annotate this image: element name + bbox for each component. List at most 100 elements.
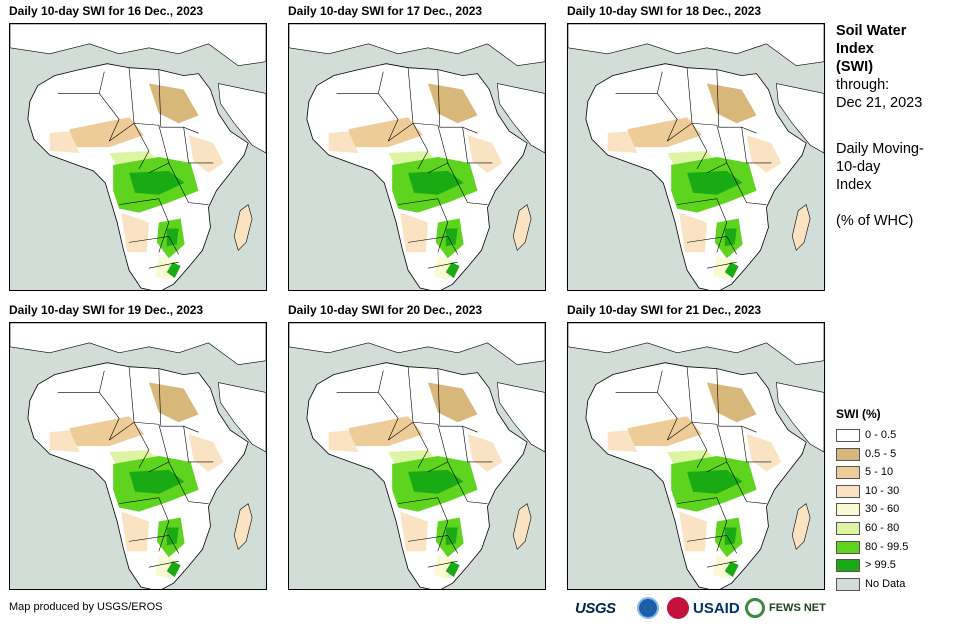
map-panel-18-dec: Daily 10-day SWI for 18 Dec., 2023	[567, 4, 825, 294]
swi-region	[348, 117, 423, 148]
swi-region	[154, 256, 177, 281]
legend-label: > 99.5	[865, 559, 896, 572]
swi-region	[188, 434, 224, 472]
swi-region	[607, 131, 638, 154]
europe-landmass	[568, 24, 824, 66]
through-label: through:	[836, 77, 890, 93]
legend-label: 5 - 10	[865, 466, 894, 479]
country-border	[716, 69, 757, 134]
swi-region	[627, 117, 702, 148]
fews-net-logo: FEWS NET	[769, 602, 826, 614]
swi-region	[724, 262, 739, 279]
fews-globe-icon	[745, 598, 765, 618]
country-border	[336, 392, 399, 441]
info-title-line1: Soil Water	[836, 23, 907, 39]
unit-label: (% of WHC)	[836, 213, 914, 229]
swi-region	[408, 170, 464, 195]
usgs-logo: USGS	[575, 599, 616, 617]
country-border	[378, 370, 384, 393]
legend-swatch	[836, 577, 860, 591]
country-border	[408, 236, 458, 255]
country-border	[667, 421, 708, 469]
country-border	[378, 71, 384, 94]
legend-swatch	[836, 540, 860, 554]
country-border	[158, 69, 199, 134]
swi-region	[166, 228, 179, 247]
swi-region	[348, 416, 423, 447]
country-border	[667, 122, 708, 170]
country-border	[462, 426, 493, 463]
credit-text: Map produced by USGS/EROS	[9, 601, 163, 613]
logo-strip: USGS USAID FEWS NET	[575, 596, 835, 620]
arabia-landmass	[497, 83, 545, 154]
swi-region	[445, 262, 460, 279]
legend-swatch	[836, 447, 860, 461]
country-border	[168, 461, 209, 504]
legend-label: 0 - 0.5	[865, 429, 897, 441]
arabia-landmass	[776, 382, 824, 453]
swi-region	[121, 511, 149, 552]
country-border	[657, 71, 663, 94]
noaa-logo-icon	[637, 597, 659, 619]
country-border	[109, 122, 150, 170]
legend-label: 30 - 60	[865, 503, 900, 516]
country-border	[388, 122, 429, 170]
swi-region	[467, 135, 503, 173]
country-border	[148, 261, 179, 269]
swi-region	[166, 262, 181, 279]
swi-region	[121, 212, 149, 253]
map-panel-17-dec: Daily 10-day SWI for 17 Dec., 2023	[288, 4, 546, 294]
panel-title: Daily 10-day SWI for 16 Dec., 2023	[9, 4, 204, 18]
swi-region	[49, 131, 80, 154]
europe-landmass	[289, 323, 545, 365]
legend-label: 10 - 30	[865, 484, 900, 497]
country-border	[388, 421, 429, 469]
swi-region	[746, 135, 782, 173]
legend-label: 0.5 - 5	[865, 447, 897, 460]
swi-region	[679, 511, 707, 552]
country-border	[687, 535, 737, 554]
panel-title: Daily 10-day SWI for 20 Dec., 2023	[288, 303, 483, 317]
map-svg	[568, 24, 824, 290]
swi-region	[706, 83, 757, 124]
swi-region	[724, 527, 737, 546]
country-border	[706, 261, 737, 269]
swi-region	[746, 434, 782, 472]
legend-swatch	[836, 429, 860, 442]
swi-region	[445, 561, 460, 578]
swi-map	[288, 23, 546, 291]
usaid-logo: USAID	[693, 599, 740, 617]
country-border	[437, 69, 478, 134]
europe-landmass	[289, 24, 545, 66]
country-border	[726, 461, 767, 504]
legend-swatch	[836, 503, 860, 517]
arabia-landmass	[218, 382, 266, 453]
legend-swatch	[836, 466, 860, 480]
country-border	[615, 93, 678, 142]
country-border	[109, 421, 150, 469]
swi-region	[148, 83, 199, 124]
country-border	[437, 368, 478, 433]
country-border	[741, 127, 772, 164]
country-border	[615, 392, 678, 441]
panel-title: Daily 10-day SWI for 17 Dec., 2023	[288, 4, 483, 18]
map-panel-20-dec: Daily 10-day SWI for 20 Dec., 2023	[288, 303, 546, 593]
europe-landmass	[10, 24, 266, 66]
map-svg	[289, 24, 545, 290]
swi-region	[49, 430, 80, 453]
swi-map	[567, 322, 825, 590]
country-border	[158, 368, 199, 433]
country-border	[447, 162, 488, 205]
swi-region	[724, 228, 737, 247]
info-title-line2: Index	[836, 41, 874, 57]
country-border	[716, 368, 757, 433]
map-panel-21-dec: Daily 10-day SWI for 21 Dec., 2023	[567, 303, 825, 593]
swi-region	[687, 170, 743, 195]
swi-region	[427, 382, 478, 423]
swi-region	[328, 430, 359, 453]
swi-region	[166, 561, 181, 578]
madagascar-landmass	[512, 204, 532, 251]
legend-label: 80 - 99.5	[865, 540, 909, 553]
country-border	[183, 426, 214, 463]
info-block: Soil Water Index (SWI) through: Dec 21, …	[836, 22, 961, 230]
